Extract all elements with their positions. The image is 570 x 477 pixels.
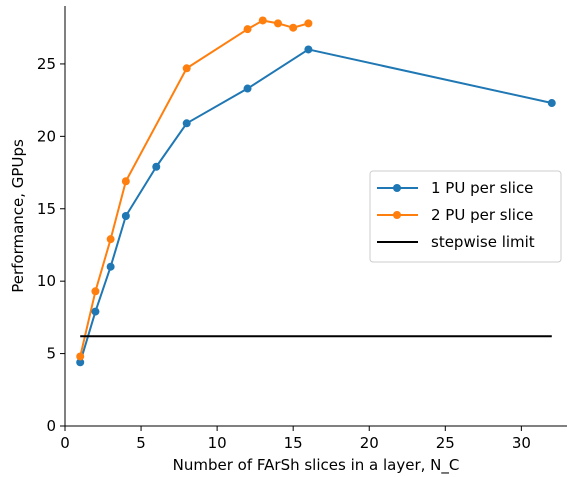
data-point-1-7 — [273, 19, 282, 28]
data-point-1-1 — [91, 287, 100, 296]
data-point-1-9 — [304, 19, 313, 28]
data-point-0-1 — [91, 307, 100, 316]
legend-marker-2pu — [393, 211, 401, 219]
y-axis-ticks: 0 5 10 15 20 25 — [37, 55, 65, 435]
legend-label-2pu: 2 PU per slice — [431, 206, 533, 224]
x-tick-label: 30 — [512, 434, 531, 452]
y-tick-label: 0 — [46, 417, 56, 435]
y-tick-label: 10 — [37, 272, 56, 290]
x-tick-label: 15 — [284, 434, 303, 452]
x-tick-label: 20 — [360, 434, 379, 452]
legend: 1 PU per slice 2 PU per slice stepwise l… — [369, 170, 562, 263]
data-point-1-4 — [182, 64, 191, 73]
data-point-1-8 — [289, 23, 298, 32]
legend-marker-1pu — [393, 184, 401, 192]
x-axis-ticks: 0 5 10 15 20 25 30 — [60, 426, 531, 452]
legend-frame — [369, 170, 562, 263]
legend-label-stepwise: stepwise limit — [431, 233, 535, 251]
data-point-0-8 — [547, 99, 556, 108]
data-point-0-4 — [152, 162, 161, 171]
x-tick-label: 25 — [436, 434, 455, 452]
series-points — [76, 16, 556, 367]
y-tick-label: 20 — [37, 127, 56, 145]
data-point-0-2 — [106, 262, 115, 271]
y-axis-label: Performance, GPUps — [9, 139, 27, 293]
x-axis-label: Number of FArSh slices in a layer, N_C — [173, 456, 460, 475]
series-line-1 — [79, 19, 309, 357]
x-tick-label: 5 — [136, 434, 146, 452]
y-tick-label: 5 — [46, 345, 56, 363]
data-point-0-6 — [243, 84, 252, 93]
data-point-1-2 — [106, 235, 115, 244]
data-point-1-6 — [258, 16, 267, 25]
legend-label-1pu: 1 PU per slice — [431, 179, 533, 197]
data-point-0-0 — [76, 358, 85, 367]
x-tick-label: 0 — [60, 434, 70, 452]
y-tick-label: 15 — [37, 200, 56, 218]
data-point-0-3 — [121, 212, 130, 220]
data-point-1-3 — [121, 177, 130, 186]
data-point-1-0 — [76, 352, 85, 361]
y-tick-label: 25 — [37, 55, 56, 73]
data-point-0-5 — [182, 119, 191, 128]
data-point-1-5 — [243, 25, 252, 34]
x-tick-label: 10 — [208, 434, 227, 452]
data-point-0-7 — [304, 45, 313, 54]
